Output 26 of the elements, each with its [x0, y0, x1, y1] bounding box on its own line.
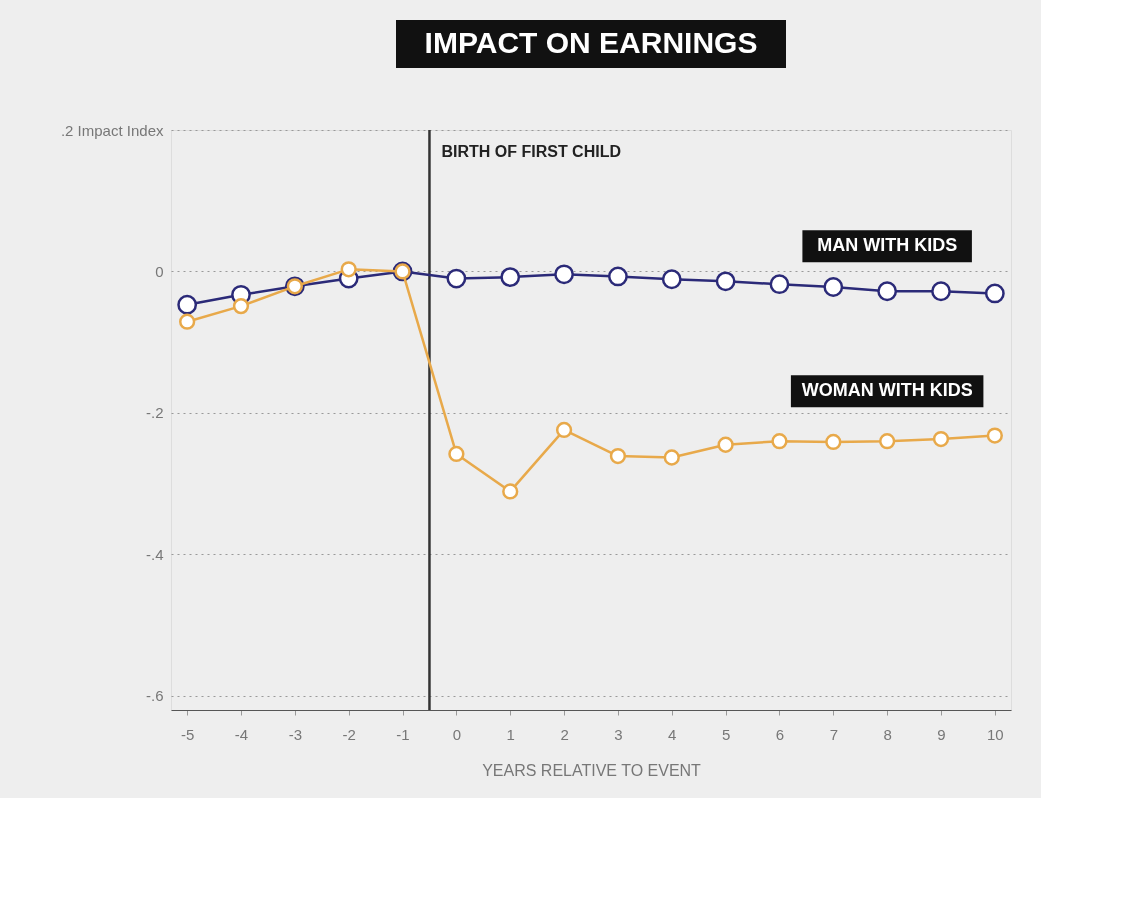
x-tick-label: -2 [342, 725, 356, 743]
x-tick-label: 3 [614, 725, 623, 743]
x-tick-label: 8 [883, 725, 892, 743]
x-tick-label: 9 [937, 725, 946, 743]
x-tick-label: -5 [180, 725, 195, 743]
x-tick-label: -4 [234, 725, 249, 743]
x-tick-label: 7 [829, 725, 838, 743]
x-tick-label: 1 [506, 725, 515, 743]
x-tick-label: 5 [721, 725, 731, 743]
y-tick-label: -.4 [145, 545, 164, 563]
series-label: WOMAN WITH KIDS [801, 380, 973, 401]
x-axis-title: YEARS RELATIVE TO EVENT [482, 761, 702, 779]
x-tick-label: 10 [987, 725, 1004, 743]
x-tick-label: 0 [452, 725, 462, 743]
x-tick-label: 4 [668, 725, 677, 743]
y-tick-label: .2 Impact Index [60, 121, 164, 139]
y-tick-label: 0 [155, 262, 164, 280]
y-tick-label: -.2 [145, 404, 164, 422]
y-tick-label: -.6 [145, 687, 164, 705]
x-tick-label: -3 [288, 725, 303, 743]
x-tick-label: -1 [396, 725, 410, 743]
series-label: MAN WITH KIDS [817, 235, 958, 256]
x-tick-label: 6 [775, 725, 785, 743]
ref-line-label: BIRTH OF FIRST CHILD [441, 143, 622, 160]
chart-title: IMPACT ON EARNINGS [424, 26, 758, 59]
x-tick-label: 2 [560, 725, 569, 743]
